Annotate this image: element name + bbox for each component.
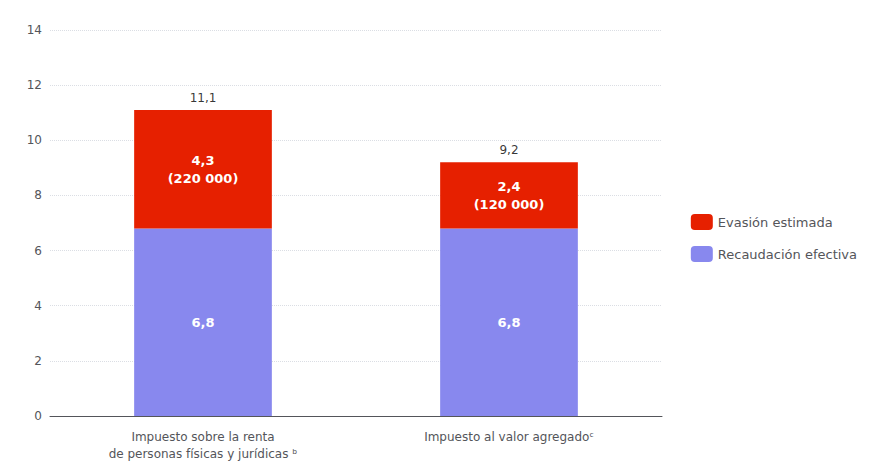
svg-text:6: 6 bbox=[34, 244, 42, 258]
svg-text:2,4: 2,4 bbox=[497, 179, 520, 194]
svg-text:8: 8 bbox=[34, 188, 42, 202]
svg-text:9,2: 9,2 bbox=[499, 143, 518, 157]
svg-text:2: 2 bbox=[34, 354, 42, 368]
svg-text:6,8: 6,8 bbox=[191, 315, 214, 330]
svg-text:Evasión estimada: Evasión estimada bbox=[718, 215, 833, 230]
svg-text:Impuesto sobre la renta: Impuesto sobre la renta bbox=[131, 430, 274, 444]
svg-text:10: 10 bbox=[27, 133, 42, 147]
svg-text:Recaudación efectiva: Recaudación efectiva bbox=[718, 247, 857, 262]
svg-text:11,1: 11,1 bbox=[190, 91, 217, 105]
svg-text:4: 4 bbox=[34, 299, 42, 313]
svg-text:(220 000): (220 000) bbox=[168, 171, 239, 186]
svg-text:4,3: 4,3 bbox=[191, 153, 214, 168]
svg-text:de personas físicas y jurídica: de personas físicas y jurídicas ᵇ bbox=[109, 447, 298, 461]
svg-text:0: 0 bbox=[34, 409, 42, 423]
svg-text:12: 12 bbox=[27, 78, 42, 92]
svg-text:(120 000): (120 000) bbox=[474, 197, 545, 212]
svg-text:6,8: 6,8 bbox=[497, 315, 520, 330]
svg-text:Impuesto al valor agregadoᶜ: Impuesto al valor agregadoᶜ bbox=[424, 430, 594, 444]
svg-text:14: 14 bbox=[27, 23, 42, 37]
